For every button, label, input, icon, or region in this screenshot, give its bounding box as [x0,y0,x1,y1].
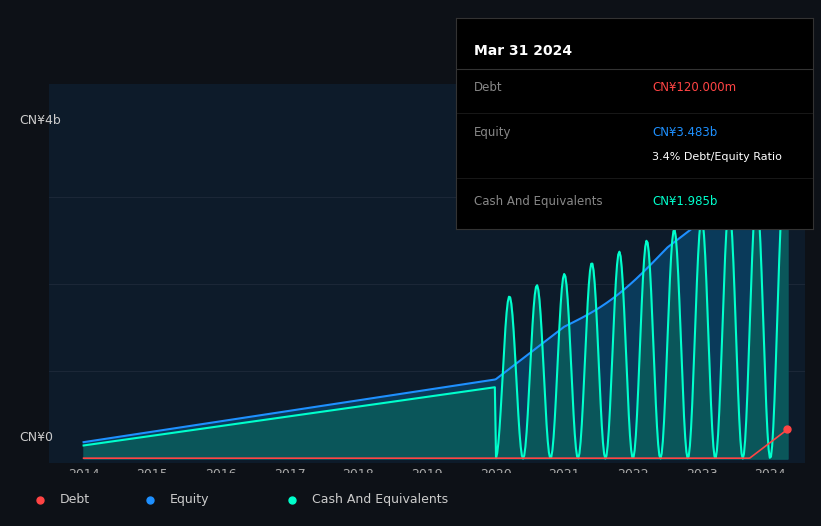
Text: Debt: Debt [474,82,502,94]
Text: Equity: Equity [170,493,209,506]
Text: Cash And Equivalents: Cash And Equivalents [312,493,448,506]
Text: CN¥1.985b: CN¥1.985b [652,195,718,208]
Text: Mar 31 2024: Mar 31 2024 [474,44,571,58]
Text: Equity: Equity [474,126,511,138]
Text: CN¥4b: CN¥4b [19,115,61,127]
Text: Debt: Debt [60,493,89,506]
Text: CN¥3.483b: CN¥3.483b [652,126,718,138]
Text: CN¥0: CN¥0 [19,431,53,444]
Text: CN¥120.000m: CN¥120.000m [652,82,736,94]
Text: 3.4% Debt/Equity Ratio: 3.4% Debt/Equity Ratio [652,152,782,163]
Text: Cash And Equivalents: Cash And Equivalents [474,195,602,208]
